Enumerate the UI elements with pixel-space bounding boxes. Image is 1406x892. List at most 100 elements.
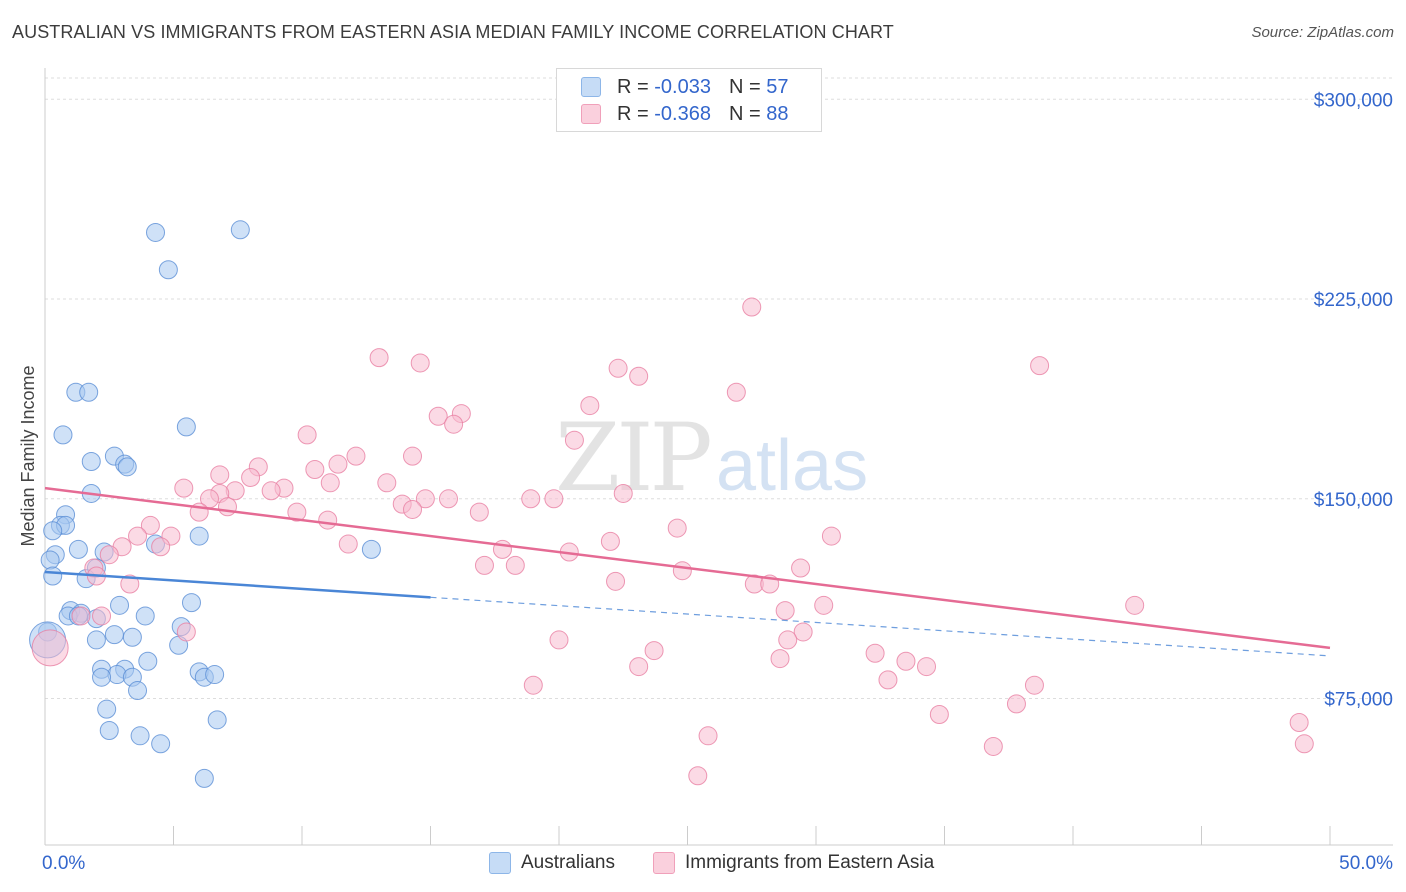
immigrants-point bbox=[410, 353, 430, 373]
immigrants-point bbox=[469, 502, 489, 522]
immigrants-point bbox=[672, 561, 692, 581]
immigrants-point bbox=[128, 526, 148, 546]
immigrants-point bbox=[225, 481, 245, 501]
immigrants-point bbox=[983, 736, 1003, 756]
immigrants-point bbox=[369, 348, 389, 368]
legend-item-australians[interactable]: Australians bbox=[489, 852, 615, 874]
immigrants-point bbox=[865, 643, 885, 663]
immigrants-point bbox=[140, 515, 160, 535]
immigrants-point bbox=[821, 526, 841, 546]
australians-point bbox=[176, 417, 196, 437]
australians-point bbox=[97, 699, 117, 719]
australians-point bbox=[122, 627, 142, 647]
australians-point bbox=[117, 457, 137, 477]
australians-point bbox=[361, 539, 381, 559]
australians-point bbox=[158, 260, 178, 280]
x-tick-label: 50.0% bbox=[1339, 853, 1393, 874]
immigrants-point bbox=[403, 446, 423, 466]
australians-point bbox=[68, 539, 88, 559]
watermark-zip: ZIP bbox=[555, 404, 709, 513]
immigrants-point bbox=[346, 446, 366, 466]
immigrants-point bbox=[428, 406, 448, 426]
immigrants-point bbox=[287, 502, 307, 522]
immigrants-swatch bbox=[581, 104, 601, 124]
immigrants-point bbox=[791, 558, 811, 578]
immigrants-point bbox=[174, 478, 194, 498]
data-points bbox=[29, 220, 1314, 788]
grid bbox=[45, 77, 1393, 700]
immigrants-point bbox=[210, 465, 230, 485]
y-tick-label: $225,000 bbox=[1314, 290, 1393, 311]
n-value: 57 bbox=[766, 75, 789, 98]
y-tick-label: $150,000 bbox=[1314, 490, 1393, 511]
r-value: -0.033 bbox=[654, 75, 711, 98]
immigrants-point bbox=[261, 481, 281, 501]
australians-point bbox=[104, 625, 124, 645]
immigrants-point bbox=[71, 606, 91, 626]
y-tick-label: $300,000 bbox=[1314, 90, 1393, 111]
australians-trend-line bbox=[44, 570, 431, 599]
n-value: 88 bbox=[766, 102, 789, 125]
immigrants-trend-line bbox=[44, 486, 1331, 650]
immigrants-point bbox=[698, 726, 718, 746]
immigrants-point bbox=[600, 531, 620, 551]
immigrants-point bbox=[474, 555, 494, 575]
australians-point bbox=[40, 550, 60, 570]
australians-point bbox=[151, 734, 171, 754]
immigrants-point bbox=[896, 651, 916, 671]
immigrants-point bbox=[297, 425, 317, 445]
immigrants-point bbox=[775, 601, 795, 621]
australians-point bbox=[110, 595, 130, 615]
immigrants-point bbox=[523, 675, 543, 695]
australians-point bbox=[81, 452, 101, 471]
immigrants-point bbox=[99, 545, 119, 565]
legend-label-immigrants: Immigrants from Eastern Asia bbox=[685, 852, 935, 873]
australians-point bbox=[135, 606, 155, 626]
immigrants-point bbox=[1024, 675, 1044, 695]
australians-point bbox=[53, 425, 73, 445]
immigrants-point bbox=[742, 297, 762, 317]
y-axis-title: Median Family Income bbox=[18, 365, 38, 546]
immigrants-point bbox=[438, 489, 458, 509]
immigrants-point bbox=[505, 555, 525, 575]
y-tick-label: $75,000 bbox=[1324, 690, 1393, 711]
immigrants-point bbox=[338, 534, 358, 554]
immigrants-point bbox=[814, 595, 834, 615]
n-label: N = bbox=[728, 102, 761, 125]
immigrants-point bbox=[176, 622, 196, 642]
immigrants-point bbox=[917, 657, 937, 677]
immigrants-point bbox=[1125, 595, 1145, 615]
immigrants-point bbox=[726, 382, 746, 402]
immigrants-point bbox=[328, 454, 348, 474]
immigrants-point bbox=[606, 571, 626, 591]
immigrants-point bbox=[544, 489, 564, 509]
immigrants-point bbox=[580, 396, 600, 416]
watermark: ZIP atlas bbox=[555, 404, 868, 513]
immigrants-point bbox=[613, 483, 633, 503]
source-label: Source: ZipAtlas.com bbox=[1251, 24, 1394, 41]
stats-row-immigrants: R = -0.368 N = 88 bbox=[581, 102, 788, 126]
immigrants-point bbox=[305, 459, 325, 479]
immigrants-point bbox=[1289, 712, 1309, 732]
legend-item-immigrants[interactable]: Immigrants from Eastern Asia bbox=[653, 852, 934, 874]
immigrants-point bbox=[778, 630, 798, 650]
stats-row-australians: R = -0.033 N = 57 bbox=[581, 75, 788, 99]
australians-point bbox=[207, 710, 227, 730]
australians-swatch bbox=[489, 852, 511, 874]
australians-point bbox=[138, 651, 158, 671]
immigrants-point bbox=[444, 414, 464, 434]
immigrants-point bbox=[1006, 694, 1026, 714]
immigrants-point bbox=[403, 499, 423, 519]
immigrants-point bbox=[793, 622, 813, 642]
australians-point bbox=[189, 526, 209, 546]
chart-title: AUSTRALIAN VS IMMIGRANTS FROM EASTERN AS… bbox=[12, 22, 894, 42]
australians-point bbox=[92, 667, 112, 687]
immigrants-point bbox=[318, 510, 338, 530]
australians-point bbox=[205, 665, 225, 685]
immigrants-point bbox=[217, 497, 237, 517]
immigrants-point bbox=[770, 649, 790, 669]
watermark-atlas: atlas bbox=[716, 426, 868, 506]
axis-labels: Median Family Income $75,000 $150,000 $225… bbox=[18, 90, 1393, 874]
australians-point bbox=[130, 726, 150, 746]
